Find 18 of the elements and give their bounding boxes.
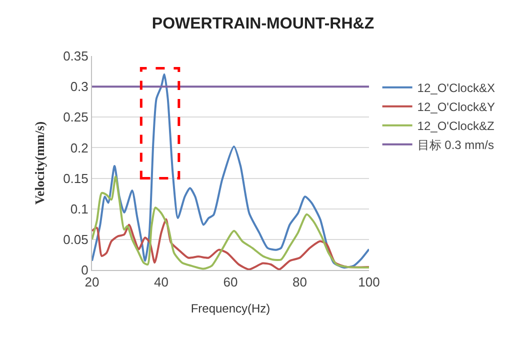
chart-title: POWERTRAIN-MOUNT-RH&Z [152,15,374,32]
y-tick-label: 0.1 [70,201,88,216]
legend-label: 目标 0.3 mm/s [417,138,494,152]
y-tick-label: 0.25 [63,110,88,125]
legend-label: 12_O'Clock&Z [417,119,494,134]
x-tick-label: 80 [292,274,307,290]
x-tick-label: 100 [358,274,380,290]
legend-label: 12_O'Clock&Y [417,100,495,114]
x-tick-label: 40 [154,274,168,290]
y-axis-title: Velocity(mm/s) [32,121,48,205]
y-tick-label: 0.15 [63,170,88,186]
y-tick-label: 0.3 [70,79,88,94]
y-tick-label: 0.35 [63,48,88,64]
y-tick-label: 0.05 [63,232,88,247]
x-axis-title: Frequency(Hz) [190,302,270,316]
x-tick-label: 60 [223,274,238,290]
y-tick-label: 0.2 [70,140,88,156]
legend-label: 12_O'Clock&X [417,81,495,96]
